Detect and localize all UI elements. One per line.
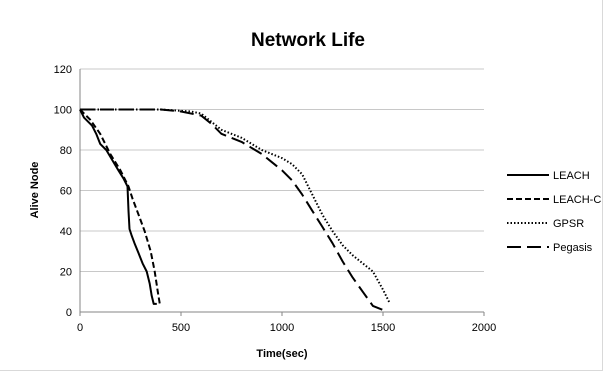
y-tick-label: 120 [54, 64, 72, 76]
y-tick-label: 60 [60, 186, 72, 198]
axes [79, 69, 485, 316]
series-line-pegasis [80, 108, 385, 311]
series-line-leach-c [79, 108, 161, 305]
x-axis-label: Time(sec) [256, 348, 307, 360]
legend-label-gpsr: GPSR [553, 218, 584, 230]
legend-label-pegasis: Pegasis [553, 242, 593, 254]
tick-labels: 0 20 40 60 80 100 120 0 500 1000 1500 2000 [54, 64, 497, 334]
y-tick-label: 100 [54, 105, 72, 117]
legend: LEACH LEACH-C GPSR Pegasis [507, 170, 601, 254]
x-tick-label: 2000 [472, 322, 496, 334]
series-line-leach [79, 109, 157, 305]
legend-label-leach-c: LEACH-C [553, 194, 601, 206]
chart-title: Network Life [251, 30, 365, 51]
x-tick-label: 1500 [371, 322, 395, 334]
series-lines [79, 108, 390, 311]
y-tick-label: 0 [66, 307, 72, 319]
y-tick-label: 40 [60, 226, 72, 238]
x-tick-label: 500 [172, 322, 190, 334]
series-line-gpsr [80, 108, 390, 303]
x-tick-label: 0 [77, 322, 83, 334]
legend-label-leach: LEACH [553, 170, 590, 182]
x-tick-label: 1000 [270, 322, 294, 334]
y-tick-label: 20 [60, 267, 72, 279]
y-axis-label: Alive Node [29, 162, 41, 219]
y-tick-label: 80 [60, 145, 72, 157]
